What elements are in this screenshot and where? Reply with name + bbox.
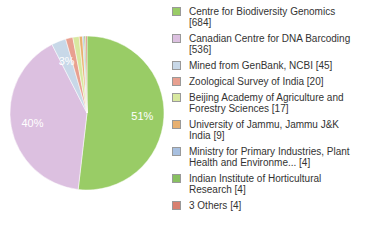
html-text:3 Others [4]: 3 Others [4] xyxy=(189,200,242,211)
html-text:University of Jammu, Jammu J&K: University of Jammu, Jammu J&K India [9] xyxy=(189,119,339,141)
html-text:Ministry for Primary Industrie: Ministry for Primary Industries, Plant H… xyxy=(189,146,350,168)
svg-text:40%: 40% xyxy=(21,117,43,129)
html-text:Indian Institute of Horticultu: Indian Institute of Horticultural Resear… xyxy=(189,173,322,195)
html-text:Zoological Survey of India [20: Zoological Survey of India [20] xyxy=(189,76,324,87)
html-text:Centre for Biodiversity Genomi: Centre for Biodiversity Genomics [684] xyxy=(189,6,336,28)
html-text:Mined from GenBank, NCBI [45]: Mined from GenBank, NCBI [45] xyxy=(189,60,333,71)
html-text:Beijing Academy of Agriculture: Beijing Academy of Agriculture and Fores… xyxy=(189,92,344,114)
html-text:Canadian Centre for DNA Barcod: Canadian Centre for DNA Barcoding [536] xyxy=(189,33,351,55)
svg-text:3%: 3% xyxy=(59,55,75,67)
svg-text:51%: 51% xyxy=(131,110,153,122)
